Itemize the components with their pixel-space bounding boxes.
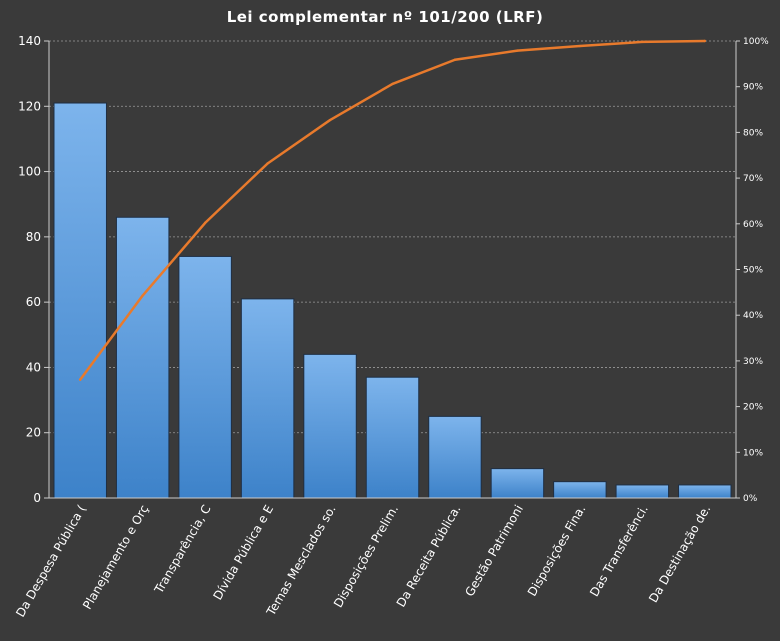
cumulative-point [516,49,519,52]
y2-tick-label: 30% [743,357,763,367]
cumulative-series-line [78,39,707,381]
cumulative-point [79,378,82,381]
cumulative-point [703,39,706,43]
y2-tick-label: 40% [743,311,763,321]
cumulative-point [453,58,457,61]
bar [53,102,107,499]
chart-title: Lei complementar nº 101/200 (LRF) [227,8,544,26]
y2-tick-label: 20% [743,403,763,413]
bar [490,468,545,499]
bar [303,353,357,499]
category-label: Transparência, C [151,503,213,597]
category-label: Da Receita Pública. [394,503,464,610]
category-label: Das Transferênci. [587,503,651,600]
cumulative-point [578,44,582,48]
category-label: Planejamento e Orç [80,503,151,612]
bar [365,376,420,499]
axes [44,40,740,499]
cumulative-point [266,162,269,165]
category-label: Disposições Fina. [525,503,589,599]
y2-tick-label: 90% [743,83,763,93]
y-tick-label: 60 [26,295,41,309]
y-tick-label: 120 [18,99,41,113]
category-label: Da Destinação de. [646,503,713,605]
category-label: Temas Mesclados so. [263,503,338,619]
category-label: Gestão Patrimoni [462,503,526,599]
bar [115,216,170,499]
gridlines [49,40,736,434]
y2-tick-label: 70% [743,174,763,184]
bar [678,484,732,499]
cumulative-point [641,40,644,44]
category-label: Disposições Prelim. [331,503,401,610]
y-tick-label: 0 [33,491,41,505]
bar [553,481,607,499]
category-label: Da Despesa Pública ( [13,503,89,620]
y-tick-label: 80 [26,230,41,244]
y2-tick-label: 10% [743,448,763,458]
cumulative-point [203,221,207,225]
bar [178,255,232,499]
category-label: Dívida Pública e E [210,503,276,603]
cumulative-point [141,294,144,297]
cumulative-point [328,118,332,122]
y2-tick-label: 100% [743,37,769,47]
cumulative-point [391,82,394,86]
bar [615,484,670,499]
y2-tick-label: 60% [743,220,763,230]
bars [53,102,732,499]
y-tick-label: 40 [26,360,41,374]
y2-tick-label: 0% [743,494,758,504]
y-tick-label: 140 [18,34,41,48]
y-tick-label: 100 [18,165,41,179]
y2-tick-label: 80% [743,128,763,138]
y-tick-label: 20 [26,426,41,440]
bar [428,415,482,499]
cumulative-line [78,39,707,381]
y2-tick-label: 50% [743,266,763,276]
bar [240,298,295,499]
